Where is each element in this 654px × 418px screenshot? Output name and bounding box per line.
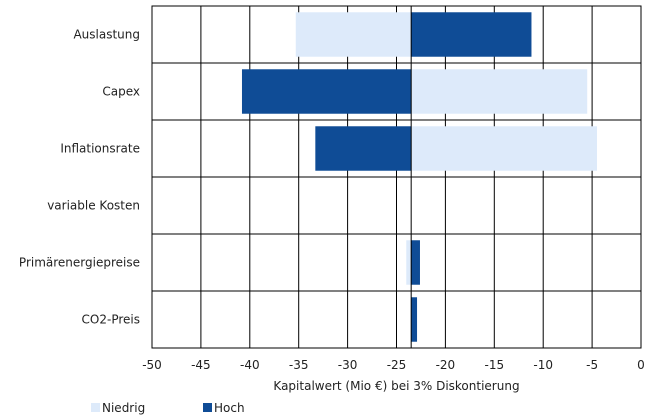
x-tick-label: -35 [289, 358, 309, 372]
bars [241, 12, 597, 342]
legend: Niedrig Hoch [91, 401, 245, 415]
x-tick-label: -20 [436, 358, 456, 372]
bar-niedrig-2 [411, 69, 588, 114]
bar-hoch-6 [411, 297, 418, 342]
legend-label-niedrig: Niedrig [102, 401, 145, 415]
category-labels: Auslastung Capex Inflationsrate variable Ko… [19, 28, 140, 327]
bar-niedrig-1 [295, 12, 412, 57]
bar-niedrig-3 [411, 126, 597, 171]
x-tick-label: -10 [533, 358, 553, 372]
x-tick-label: 0 [637, 358, 645, 372]
gridlines [151, 6, 642, 348]
legend-label-hoch: Hoch [214, 401, 245, 415]
x-tick-label: -30 [338, 358, 358, 372]
category-label: Primärenergiepreise [19, 256, 140, 270]
bar-niedrig-5 [406, 240, 412, 285]
category-label: Inflationsrate [60, 142, 140, 156]
x-tick-labels: -50 -45 -40 -35 -30 -25 -20 -15 -10 -5 0 [142, 358, 645, 372]
x-tick-label: -5 [586, 358, 598, 372]
category-label: variable Kosten [47, 199, 140, 213]
x-tick-label: -50 [142, 358, 162, 372]
legend-swatch-niedrig [91, 403, 100, 412]
bar-hoch-3 [315, 126, 412, 171]
bar-hoch-1 [411, 12, 532, 57]
legend-swatch-hoch [203, 403, 212, 412]
x-tick-label: -40 [240, 358, 260, 372]
bar-hoch-2 [241, 69, 412, 114]
x-axis-title: Kapitalwert (Mio €) bei 3% Diskontierung [273, 379, 519, 393]
x-tick-label: -25 [387, 358, 407, 372]
x-tick-label: -45 [191, 358, 211, 372]
x-tick-label: -15 [484, 358, 504, 372]
category-label: Capex [102, 85, 140, 99]
category-label: Auslastung [73, 28, 140, 42]
category-label: CO2-Preis [82, 313, 140, 327]
bar-hoch-5 [411, 240, 420, 285]
